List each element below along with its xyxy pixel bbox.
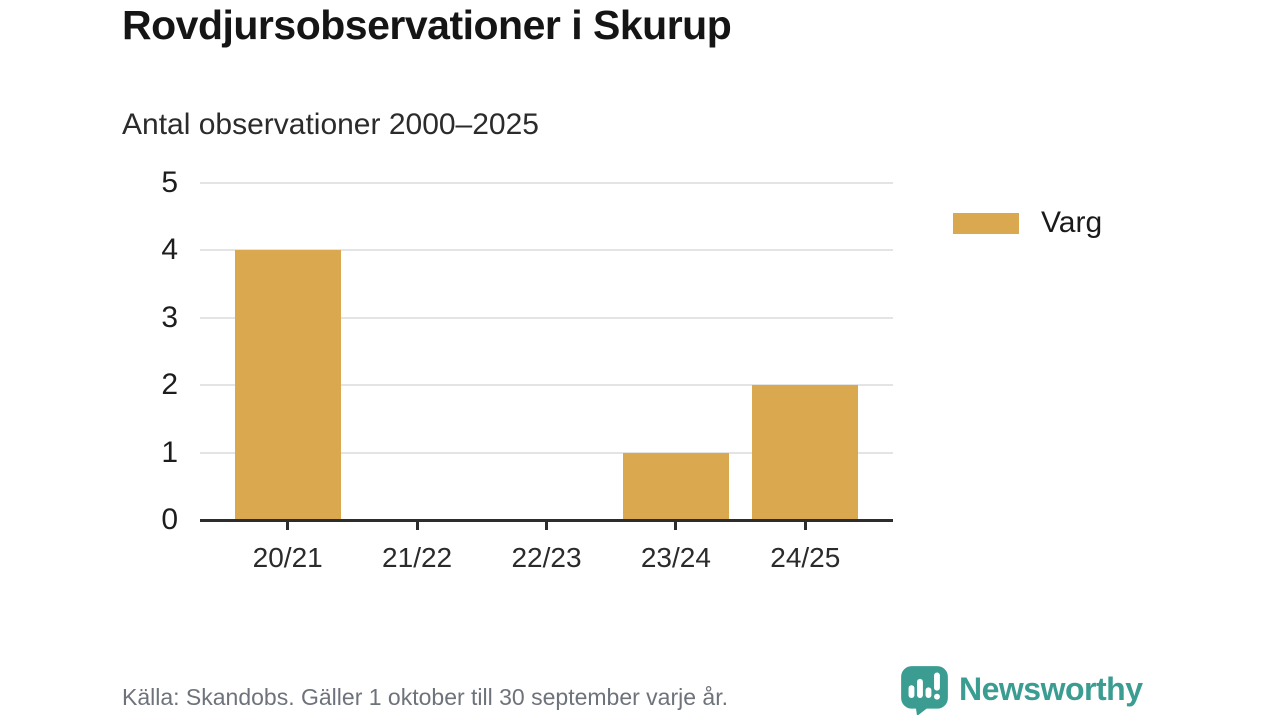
gridline-y2 [200, 384, 893, 387]
gridline-y3 [200, 316, 893, 319]
y-axis-tick-label: 3 [161, 300, 178, 334]
gridline-y5 [200, 182, 893, 184]
legend-swatch-varg [953, 212, 1019, 234]
x-axis-tick [545, 521, 548, 530]
speech-bubble-bar-chart-icon [901, 666, 948, 715]
newsworthy-brand: Newsworthy [899, 664, 1143, 715]
x-axis-tick [415, 521, 419, 530]
x-axis-tick-label: 20/21 [252, 542, 323, 573]
x-axis-line [200, 519, 893, 522]
y-axis-tick-label: 0 [161, 503, 178, 536]
bar-varg-23-24 [622, 452, 729, 520]
source-note: Källa: Skandobs. Gäller 1 oktober till 3… [122, 684, 728, 710]
y-axis-tick-label: 1 [161, 435, 178, 469]
brand-wordmark: Newsworthy [959, 671, 1143, 707]
y-axis-tick-label: 4 [161, 233, 178, 267]
bar-varg-24-25 [752, 385, 859, 520]
x-axis-tick [286, 521, 290, 530]
x-axis-tick [803, 521, 807, 530]
y-axis-tick-label: 5 [161, 166, 178, 199]
gridline-y1 [200, 451, 893, 454]
x-axis-tick-label: 23/24 [640, 542, 711, 573]
gridline-y4 [200, 249, 893, 252]
y-axis-tick-label: 2 [161, 368, 178, 402]
x-axis-tick [674, 521, 678, 530]
x-axis-tick-label: 21/22 [382, 542, 453, 573]
x-axis-tick-label: 24/25 [770, 542, 841, 573]
plot-area [200, 182, 893, 530]
chart-title: Rovdjursobservationer i Skurup [122, 2, 732, 48]
legend: Varg [953, 206, 1102, 240]
x-axis-tick-label: 22/23 [511, 542, 582, 573]
legend-label-varg: Varg [1041, 206, 1103, 239]
bar-varg-20-21 [234, 250, 341, 520]
chart-subtitle: Antal observationer 2000–2025 [122, 108, 539, 141]
